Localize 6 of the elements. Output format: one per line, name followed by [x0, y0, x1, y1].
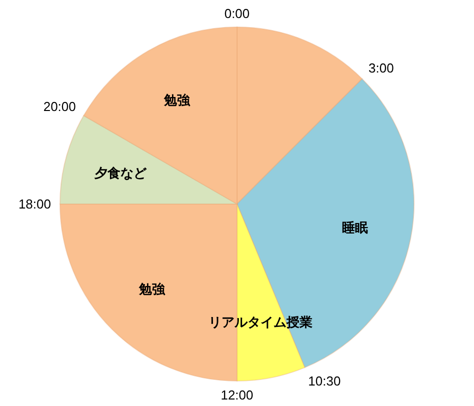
annotation: 12:00 — [220, 388, 254, 403]
annotation: 10:30 — [308, 373, 341, 388]
annotation: 20:00 — [43, 99, 76, 114]
annotation: 18:00 — [18, 196, 51, 212]
annotation: 0:00 — [224, 6, 250, 21]
annotation: 3:00 — [368, 60, 394, 76]
